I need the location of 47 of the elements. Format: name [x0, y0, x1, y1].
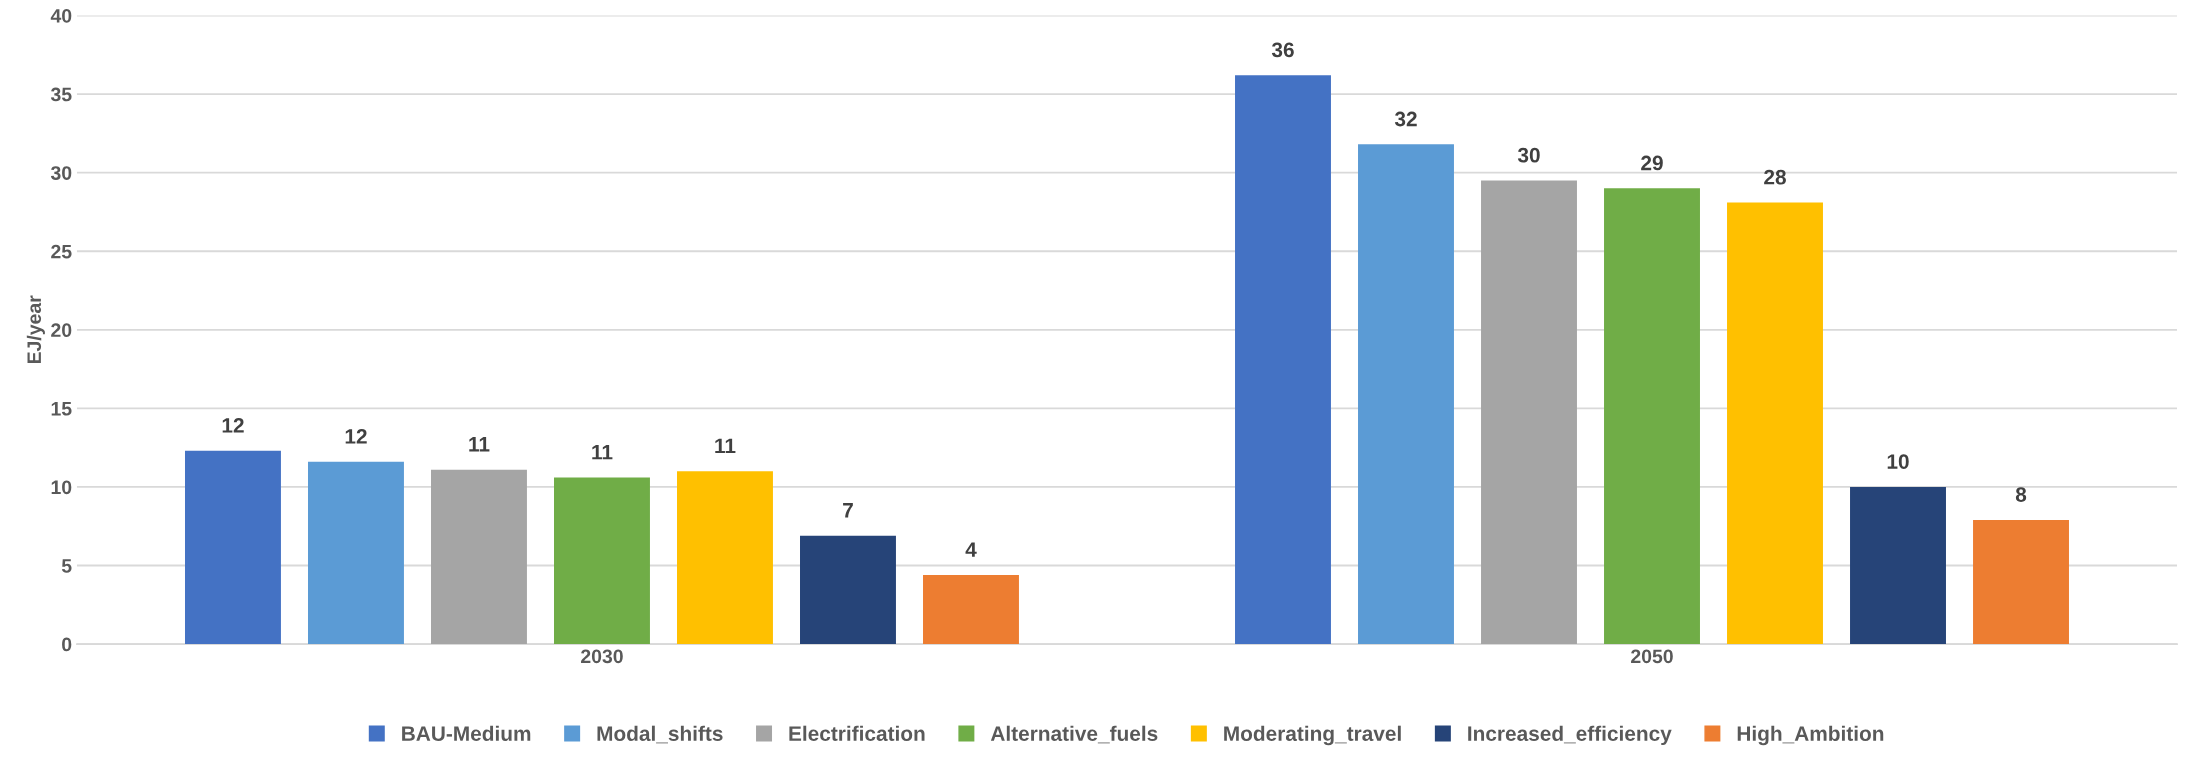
bar [800, 535, 896, 645]
data-label: 30 [1517, 147, 1540, 163]
y-tick-label: 0 [62, 637, 72, 652]
data-label: 28 [1764, 169, 1786, 185]
y-tick-label: 40 [50, 8, 72, 23]
data-label: 10 [1887, 454, 1909, 469]
y-tick-label: 30 [50, 166, 72, 180]
bar [1358, 144, 1454, 645]
data-label: 32 [1394, 111, 1417, 127]
y-tick-label: 15 [51, 402, 72, 416]
bar [554, 477, 650, 645]
bar [1481, 180, 1577, 645]
data-label: 7 [843, 503, 853, 518]
data-label: 11 [715, 438, 736, 454]
bar [1235, 75, 1331, 645]
x-tick-label: 2050 [1631, 649, 1673, 664]
bar [1727, 202, 1823, 645]
legend-label: BAU-Medium [402, 725, 531, 741]
y-tick-label: 5 [61, 559, 72, 573]
legend-label: High_Ambition [1737, 725, 1884, 746]
x-tick-label: 2030 [581, 649, 623, 664]
y-tick-label: 25 [51, 244, 72, 259]
bar [677, 471, 773, 645]
legend-label: Alternative_fuels [990, 725, 1158, 744]
data-label: 36 [1271, 42, 1294, 58]
legend-label: Modal_shifts [597, 725, 723, 744]
data-label: 11 [592, 444, 613, 460]
data-label: 12 [345, 429, 367, 444]
bar [1604, 188, 1700, 645]
y-tick-label: 35 [50, 87, 72, 102]
data-label: 12 [222, 418, 244, 433]
legend-label: Electrification [789, 725, 925, 741]
bar [308, 461, 404, 645]
y-tick-label: 10 [51, 480, 72, 495]
bar [1973, 519, 2069, 645]
bar [1850, 486, 1946, 645]
bar [431, 469, 527, 645]
data-label: 11 [469, 437, 490, 452]
y-axis-title: EJ/year [26, 295, 45, 364]
legend-label: Increased_efficiency [1468, 725, 1672, 746]
legend-label: Moderating_travel [1224, 725, 1401, 746]
data-label: 29 [1641, 155, 1663, 171]
bar [923, 574, 1019, 645]
y-tick-label: 20 [51, 323, 72, 338]
bar [185, 450, 281, 645]
data-label: 4 [965, 542, 977, 557]
data-label: 8 [2015, 487, 2027, 502]
